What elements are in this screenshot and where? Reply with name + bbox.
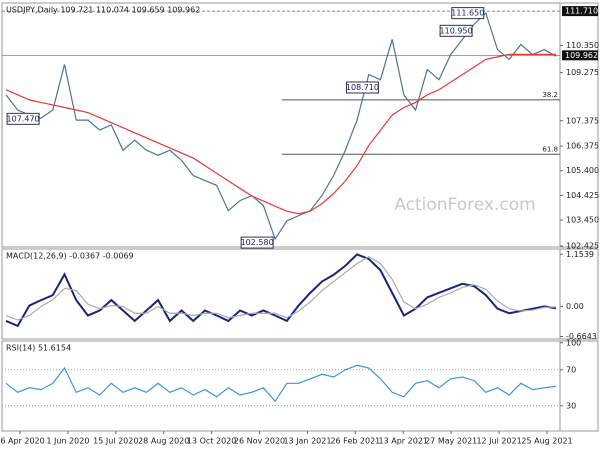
price-badge-label: 111.710 — [565, 7, 598, 16]
x-tick-label: 15 Jul 2020 — [93, 437, 138, 446]
annotation-label: 107.470 — [7, 114, 40, 123]
x-tick-label: 13 Jan 2021 — [283, 437, 331, 446]
x-tick-label: 1 Jun 2020 — [46, 437, 89, 446]
watermark: ActionForex.com — [394, 195, 535, 215]
y-tick-label: 105.400 — [566, 166, 599, 175]
series-line — [5, 12, 557, 241]
x-tick-label: 28 Aug 2020 — [138, 437, 189, 446]
x-tick-label: 16 Apr 2020 — [0, 437, 45, 446]
price-badge — [562, 50, 598, 61]
series-line — [5, 53, 556, 215]
y-tick-label: 1.1539 — [566, 250, 594, 259]
fib-label: 38.2 — [542, 91, 558, 99]
y-tick-label: 0.00 — [566, 302, 584, 311]
annotation-box — [345, 81, 379, 94]
y-tick-label: 107.375 — [566, 116, 599, 125]
panel-title: USDJPY,Daily 109.721 110.074 109.659 109… — [6, 6, 200, 15]
y-tick-label: -0.6643 — [566, 332, 597, 341]
y-tick-label: 70 — [566, 365, 576, 374]
price-badge-label: 109.962 — [565, 51, 598, 60]
annotation-label: 108.710 — [346, 83, 379, 92]
annotation-label: 110.950 — [440, 26, 473, 35]
y-tick-label: 104.425 — [566, 191, 599, 200]
annotation-label: 111.650 — [451, 9, 484, 18]
annotation-box — [439, 24, 473, 37]
series-line — [5, 253, 557, 328]
panel-title: MACD(12,26,9) -0.0367 -0.0069 — [6, 252, 134, 261]
x-tick-label: 13 Apr 2021 — [379, 437, 428, 446]
y-tick-label: 30 — [566, 401, 576, 410]
x-tick-label: 26 Nov 2020 — [234, 437, 285, 446]
annotation-label: 102.580 — [241, 238, 274, 247]
x-tick-label: 27 May 2021 — [425, 437, 477, 446]
x-tick-label: 26 Feb 2021 — [330, 437, 380, 446]
panel-frame — [1, 248, 599, 340]
y-tick-label: 109.275 — [566, 68, 599, 77]
annotation-box — [451, 7, 485, 20]
annotation-box — [6, 112, 40, 125]
price-badge — [562, 6, 598, 17]
x-tick-label: 25 Aug 2021 — [521, 437, 572, 446]
annotation-box — [240, 236, 274, 249]
y-tick-label: 106.375 — [566, 142, 599, 151]
x-tick-label: 12 Jul 2021 — [476, 437, 521, 446]
panel-frame — [1, 2, 599, 248]
x-tick-label: 13 Oct 2020 — [187, 437, 236, 446]
fib-label: 61.8 — [542, 145, 558, 153]
panel-title: RSI(14) 51.6154 — [6, 344, 71, 353]
y-tick-label: 103.450 — [566, 216, 599, 225]
panel-frame — [1, 340, 599, 432]
y-tick-label: 110.350 — [566, 41, 599, 50]
y-tick-label: 102.425 — [566, 241, 599, 250]
y-tick-label: 100 — [566, 338, 581, 347]
series-line — [5, 255, 557, 321]
series-line — [5, 364, 557, 403]
